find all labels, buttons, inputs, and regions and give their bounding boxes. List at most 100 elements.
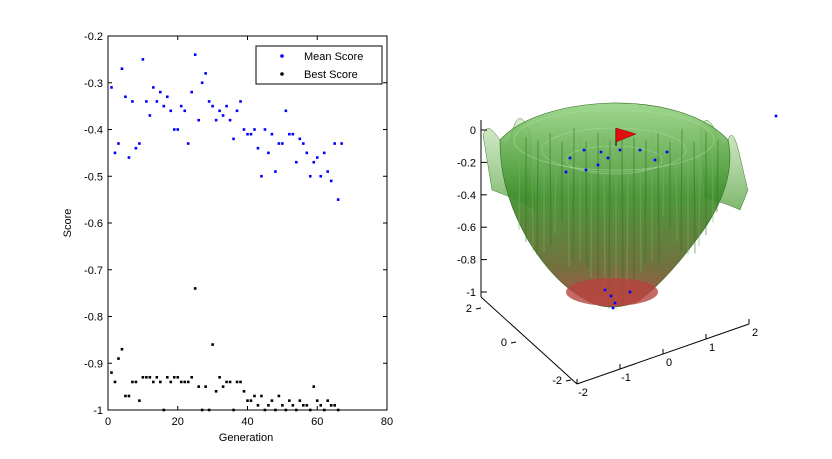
population-point (611, 306, 615, 310)
y-tick-label: -0.4 (84, 125, 103, 137)
mean-score-point (249, 132, 253, 136)
population-point (603, 288, 607, 292)
population-point (606, 156, 610, 160)
surface-streaks (518, 127, 719, 310)
x-tick-label: 80 (381, 416, 393, 428)
y-tick-label: 2 (466, 303, 472, 315)
best-score-point (218, 375, 221, 379)
y-tick-label: -0.8 (84, 312, 103, 324)
y-tick-label: -0.5 (84, 171, 103, 183)
mean-score-point (340, 142, 343, 145)
mean-score-point (246, 132, 249, 136)
best-score-point (305, 404, 309, 407)
best-score-point (141, 375, 145, 379)
z-tick-label: -0.8 (457, 255, 476, 267)
best-score-point (274, 408, 277, 412)
best-score-point (165, 375, 169, 379)
population-point (613, 301, 617, 305)
x-tick-label: -2 (578, 387, 588, 399)
mean-score-point (141, 58, 145, 61)
best-score-point (120, 347, 124, 351)
best-score-point (183, 380, 187, 384)
best-score-point (312, 385, 316, 388)
mean-score-point (183, 109, 187, 113)
mean-score-point (197, 118, 200, 122)
surface-ticks: 0 -0.2 -0.4 -0.6 -0.8 -1 -2 0 2 -2 -1 0 1 2 (457, 125, 758, 399)
mean-score-point (302, 142, 305, 145)
mean-score-point (120, 67, 124, 71)
mean-score-point (322, 151, 326, 155)
y-tick-label: -0.9 (84, 358, 103, 370)
y-tick-label: -0.6 (84, 218, 103, 230)
x-tick-label: 20 (172, 416, 184, 428)
best-score-point (291, 404, 295, 407)
best-score-point (138, 399, 141, 402)
best-score-point (329, 404, 333, 407)
x-tick-label: 1 (709, 342, 715, 354)
z-tick-label: -0.4 (457, 190, 476, 202)
best-score-point (110, 371, 113, 374)
population-point (568, 156, 572, 160)
mean-score-point (305, 151, 309, 155)
surface-streak (572, 128, 575, 261)
best-score-point (148, 375, 152, 379)
population-point (618, 148, 622, 152)
mean-score-point (218, 109, 221, 113)
population-point (584, 168, 588, 172)
mean-score-point (274, 170, 277, 173)
mean-score-point (113, 151, 117, 155)
best-score-point (288, 399, 291, 402)
mean-score-point (117, 142, 120, 145)
legend-label-best-score: Best Score (304, 69, 358, 81)
mean-score-point (152, 86, 155, 89)
surface-streak (657, 133, 660, 264)
mean-score-point (190, 90, 193, 94)
mean-score-point (162, 104, 166, 108)
surface-streak (549, 132, 552, 245)
surface-streak (711, 133, 714, 223)
red-flag-marker (615, 127, 637, 146)
x-axis-label: Generation (219, 432, 273, 444)
best-score-point (253, 394, 256, 398)
best-score-point (113, 380, 117, 384)
best-score-point (260, 394, 263, 398)
population-point (609, 294, 613, 298)
best-score-point (235, 380, 239, 384)
best-score-point (176, 375, 180, 379)
y-tick (475, 307, 482, 310)
mean-score-point (263, 128, 267, 131)
mean-score-point (267, 151, 270, 155)
best-score-point (246, 399, 249, 402)
surface-streak (639, 141, 642, 272)
z-tick-label: 0 (470, 125, 476, 137)
surface-contour-ring (541, 127, 687, 173)
mean-score-point (312, 160, 316, 164)
best-score-point (256, 404, 260, 407)
mean-score-point (291, 132, 295, 136)
x-tick-label: 60 (311, 416, 323, 428)
mean-score-point (186, 142, 190, 145)
legend-marker-best-score (280, 72, 284, 76)
mean-score-point (281, 142, 284, 145)
mean-score-point (242, 128, 246, 131)
z-tick-label: -0.2 (457, 157, 476, 169)
surface-streak (621, 136, 624, 305)
population-point (596, 163, 600, 167)
surface-streak (536, 140, 539, 255)
mean-score-point (127, 156, 131, 159)
mean-score-point (148, 114, 152, 117)
mean-score-point (329, 179, 333, 183)
surface-streak (662, 140, 665, 217)
best-score-point (134, 380, 138, 384)
best-score-point (159, 380, 162, 384)
mean-score-point (155, 100, 159, 103)
best-score-point (333, 404, 336, 407)
x-tick-label: -1 (621, 372, 631, 384)
best-score-point (211, 343, 214, 346)
surface-contour-ring (513, 109, 715, 171)
surface-streak (585, 141, 588, 268)
x-tick-label: 2 (752, 327, 758, 339)
surface-streak (590, 139, 593, 279)
